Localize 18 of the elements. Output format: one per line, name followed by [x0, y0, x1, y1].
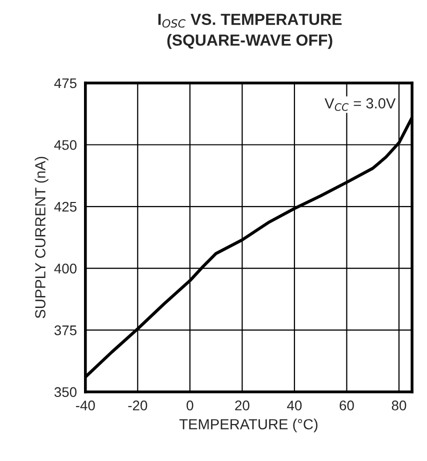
chart-title: I$_{OSC}$ VS. TEMPERATURE — [158, 14, 342, 28]
y-tick-label: 350 — [54, 387, 77, 398]
y-tick-label: 375 — [54, 325, 76, 336]
y-tick-label: 400 — [54, 264, 77, 274]
y-tick-label: 450 — [54, 140, 77, 150]
chart-subtitle: (SQUARE-WAVE OFF) — [167, 34, 332, 49]
x-tick-label: -40 — [76, 400, 95, 410]
annotation: V$_{CC}$ = 3.0V — [324, 98, 396, 111]
x-axis-title: TEMPERATURE (°C) — [179, 418, 318, 432]
x-tick-label: 0 — [186, 400, 194, 410]
y-axis-title: SUPPLY CURRENT (nA) — [34, 156, 48, 318]
x-tick-label: 80 — [392, 400, 406, 410]
x-tick-label: 20 — [235, 400, 250, 410]
x-tick-label: 60 — [340, 400, 354, 410]
x-tick-label: -20 — [128, 400, 148, 410]
y-tick-label: 425 — [54, 202, 76, 212]
x-tick-label: 40 — [287, 400, 302, 410]
y-tick-label: 475 — [54, 78, 76, 88]
